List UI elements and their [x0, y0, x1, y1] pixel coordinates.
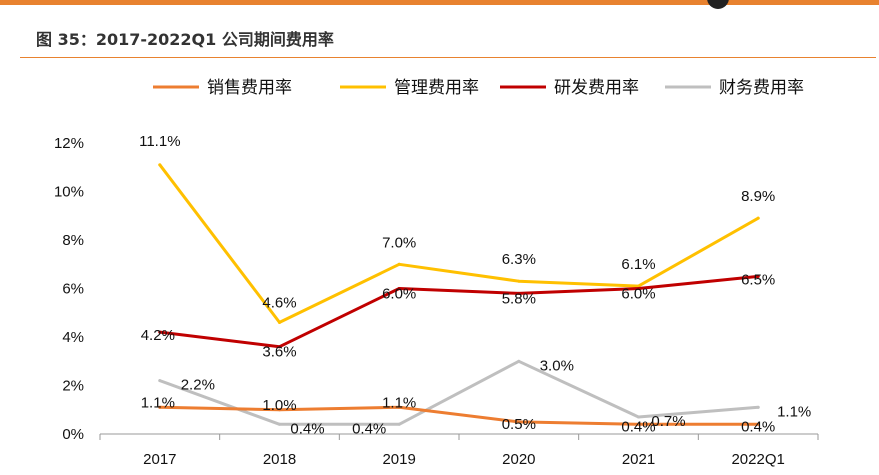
data-point — [397, 405, 401, 409]
data-label: 1.1% — [777, 403, 811, 420]
data-label: 7.0% — [382, 234, 416, 251]
x-tick-label: 2017 — [143, 451, 176, 468]
data-point — [756, 216, 760, 220]
x-tick-label: 2018 — [263, 451, 296, 468]
data-point — [517, 291, 521, 295]
data-label: 5.8% — [502, 290, 536, 307]
data-label: 0.7% — [651, 413, 685, 430]
data-point — [158, 330, 162, 334]
data-label: 0.4% — [352, 420, 386, 437]
series-line-1 — [158, 405, 760, 426]
y-tick-label: 12% — [54, 135, 84, 152]
data-label: 8.9% — [741, 188, 775, 205]
data-label: 4.2% — [141, 327, 175, 344]
series-line-2 — [158, 163, 760, 324]
data-point — [517, 359, 521, 363]
title-divider — [20, 57, 876, 58]
data-label: 1.1% — [141, 394, 175, 411]
y-tick-label: 10% — [54, 184, 84, 201]
x-tick-label: 2021 — [622, 451, 655, 468]
data-point — [278, 345, 281, 349]
data-point — [158, 163, 162, 167]
data-label: 0.5% — [502, 416, 536, 433]
y-tick-label: 4% — [62, 329, 84, 346]
data-point — [637, 415, 640, 419]
data-point — [517, 420, 521, 424]
data-point — [278, 422, 281, 426]
data-point — [637, 284, 640, 288]
data-point — [756, 422, 760, 426]
y-tick-label: 0% — [62, 426, 84, 443]
data-label: 1.1% — [382, 394, 416, 411]
data-point — [397, 262, 401, 266]
data-point — [397, 422, 401, 426]
x-tick-label: 2020 — [502, 451, 535, 468]
legend-label: 管理费用率 — [394, 78, 479, 98]
top-accent-rule — [0, 0, 879, 5]
figure-title: 图 35：2017-2022Q1 公司期间费用率 — [36, 30, 334, 49]
data-label: 6.3% — [502, 251, 536, 268]
y-tick-label: 8% — [62, 232, 84, 249]
data-label: 0.4% — [621, 418, 655, 435]
data-label: 0.4% — [290, 420, 324, 437]
data-point — [158, 379, 162, 383]
y-tick-label: 2% — [62, 378, 84, 395]
data-label: 0.4% — [741, 418, 775, 435]
data-label: 2.2% — [181, 377, 215, 394]
data-label: 11.1% — [139, 133, 180, 150]
series-line-3 — [158, 274, 760, 349]
data-point — [756, 405, 760, 409]
data-point — [158, 405, 162, 409]
y-tick-label: 6% — [62, 281, 84, 298]
top-dot-decoration — [707, 0, 729, 9]
legend-label: 财务费用率 — [719, 78, 804, 98]
series-line-4 — [158, 359, 760, 426]
data-label: 6.0% — [621, 286, 655, 303]
x-tick-label: 2019 — [382, 451, 415, 468]
data-point — [637, 287, 640, 290]
data-label: 6.0% — [382, 286, 416, 303]
data-label: 3.6% — [262, 344, 296, 361]
x-tick-label: 2022Q1 — [731, 451, 784, 468]
data-point — [278, 320, 281, 324]
legend-label: 销售费用率 — [207, 78, 292, 98]
data-label: 4.6% — [262, 294, 296, 311]
data-point — [397, 287, 401, 290]
data-point — [517, 279, 521, 283]
data-point — [278, 408, 281, 412]
data-label: 6.1% — [621, 256, 655, 273]
data-point — [756, 274, 760, 278]
legend-label: 研发费用率 — [554, 78, 639, 98]
data-label: 1.0% — [262, 397, 296, 414]
data-label: 6.5% — [741, 271, 775, 288]
data-label: 3.0% — [540, 357, 574, 374]
data-point — [637, 422, 640, 426]
